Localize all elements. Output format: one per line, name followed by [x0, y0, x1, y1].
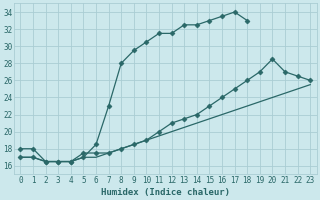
X-axis label: Humidex (Indice chaleur): Humidex (Indice chaleur): [101, 188, 230, 197]
